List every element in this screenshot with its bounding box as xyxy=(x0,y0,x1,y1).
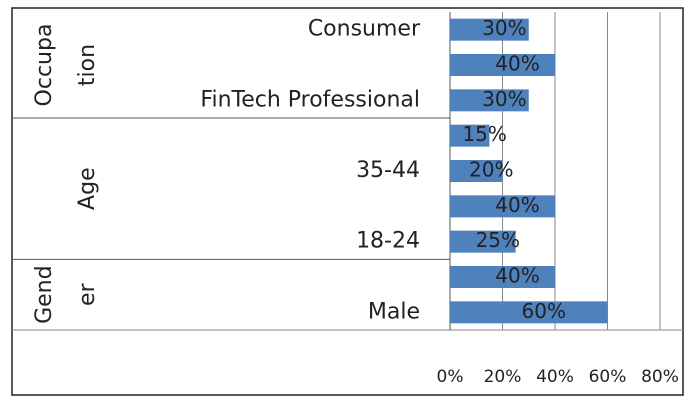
x-tick-label: 80% xyxy=(641,367,679,387)
x-tick-label: 20% xyxy=(484,367,522,387)
bar xyxy=(450,18,529,41)
value-label: 25% xyxy=(476,228,520,252)
bar xyxy=(450,54,555,76)
value-label: 15% xyxy=(462,122,506,146)
group-label: Gend xyxy=(32,265,57,324)
value-label: 30% xyxy=(482,16,526,40)
category-label: 18-24 xyxy=(356,229,420,254)
bar xyxy=(450,195,555,218)
value-label: 40% xyxy=(495,52,539,76)
x-tick-label: 0% xyxy=(437,367,464,387)
bar xyxy=(450,230,516,253)
category-label: FinTech Professional xyxy=(200,87,420,112)
group-label: tion xyxy=(75,44,100,86)
value-label: 20% xyxy=(469,158,513,182)
chart-border xyxy=(11,7,684,396)
bar xyxy=(450,89,529,112)
value-label: 40% xyxy=(495,193,539,217)
value-label: 60% xyxy=(522,299,566,323)
group-label: Age xyxy=(75,167,100,210)
bar xyxy=(450,160,503,182)
group-label: Occupa xyxy=(32,24,57,107)
value-label: 30% xyxy=(482,87,526,111)
bar xyxy=(450,301,608,324)
category-label: 35-44 xyxy=(356,158,420,183)
x-tick-label: 40% xyxy=(536,367,574,387)
bar xyxy=(450,266,555,288)
x-tick-label: 60% xyxy=(589,367,627,387)
bar xyxy=(450,124,490,147)
value-label: 40% xyxy=(495,264,539,288)
category-label: Consumer xyxy=(308,17,421,42)
category-label: Male xyxy=(368,299,420,324)
group-label: er xyxy=(75,282,100,306)
